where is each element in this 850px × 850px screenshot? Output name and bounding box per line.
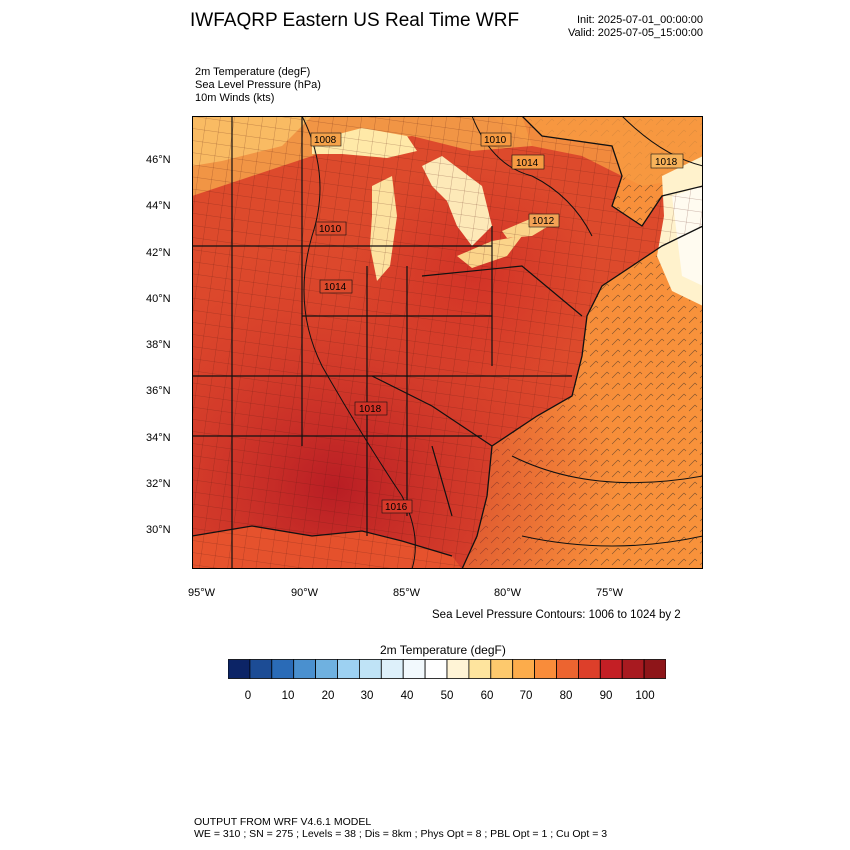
lon-label: 75°W bbox=[596, 587, 624, 599]
colorbar-label: 30 bbox=[360, 690, 374, 702]
colorbar-label: 0 bbox=[244, 690, 252, 702]
lon-label: 95°W bbox=[188, 587, 216, 599]
colorbar-label: 70 bbox=[519, 690, 533, 702]
colorbar-swatch bbox=[249, 659, 273, 679]
isobar-label: 1018 bbox=[655, 157, 678, 168]
lon-label: 80°W bbox=[494, 587, 522, 599]
lat-label: 36°N bbox=[146, 385, 171, 397]
colorbar-label: 100 bbox=[635, 690, 655, 702]
isobar-label: 1016 bbox=[385, 502, 408, 513]
colorbar bbox=[228, 659, 666, 679]
colorbar-swatch bbox=[380, 659, 404, 679]
isobar-label: 1008 bbox=[314, 135, 337, 146]
lat-label: 46°N bbox=[146, 154, 171, 166]
colorbar-swatch bbox=[512, 659, 536, 679]
plot-title: IWFAQRP Eastern US Real Time WRF bbox=[190, 10, 520, 31]
colorbar-label: 20 bbox=[321, 690, 335, 702]
contour-note: Sea Level Pressure Contours: 1006 to 102… bbox=[432, 609, 681, 621]
colorbar-label: 80 bbox=[559, 690, 573, 702]
isobar-label: 1010 bbox=[319, 224, 342, 235]
field-pressure-label: Sea Level Pressure (hPa) bbox=[195, 79, 321, 91]
colorbar-swatch bbox=[402, 659, 426, 679]
colorbar-swatch bbox=[599, 659, 623, 679]
isobar-label: 1014 bbox=[324, 282, 347, 293]
colorbar-swatch bbox=[490, 659, 514, 679]
field-winds-label: 10m Winds (kts) bbox=[195, 92, 275, 104]
colorbar-swatch bbox=[315, 659, 338, 679]
field-temperature-label: 2m Temperature (degF) bbox=[195, 66, 311, 78]
colorbar-swatch bbox=[556, 659, 579, 679]
colorbar-swatch bbox=[643, 659, 666, 679]
colorbar-swatch bbox=[446, 659, 470, 679]
valid-time: Valid: 2025-07-05_15:00:00 bbox=[568, 27, 703, 39]
lat-label: 40°N bbox=[146, 293, 171, 305]
footer-config-line: WE = 310 ; SN = 275 ; Levels = 38 ; Dis … bbox=[194, 828, 608, 840]
isobar-label: 1012 bbox=[532, 216, 555, 227]
lon-label: 90°W bbox=[291, 587, 319, 599]
temperature-map: 1008 1010 1014 1018 1012 1010 1014 1018 … bbox=[192, 116, 703, 569]
lat-label: 38°N bbox=[146, 339, 171, 351]
colorbar-swatch bbox=[358, 659, 382, 679]
colorbar-title: 2m Temperature (degF) bbox=[380, 643, 506, 657]
lat-label: 44°N bbox=[146, 200, 171, 212]
colorbar-swatch bbox=[468, 659, 492, 679]
colorbar-swatch bbox=[534, 659, 557, 679]
colorbar-label: 10 bbox=[281, 690, 295, 702]
lat-label: 30°N bbox=[146, 524, 171, 536]
colorbar-swatch bbox=[577, 659, 601, 679]
colorbar-label: 50 bbox=[440, 690, 454, 702]
colorbar-label: 90 bbox=[599, 690, 613, 702]
colorbar-swatch bbox=[424, 659, 448, 679]
footer-model-line: OUTPUT FROM WRF V4.6.1 MODEL bbox=[194, 816, 372, 828]
init-time: Init: 2025-07-01_00:00:00 bbox=[577, 14, 703, 26]
colorbar-swatch bbox=[337, 659, 360, 679]
colorbar-swatch bbox=[293, 659, 316, 679]
lat-label: 32°N bbox=[146, 478, 171, 490]
isobar-label: 1018 bbox=[359, 404, 382, 415]
colorbar-swatch bbox=[621, 659, 645, 679]
colorbar-label: 40 bbox=[400, 690, 414, 702]
colorbar-swatch bbox=[271, 659, 295, 679]
lon-label: 85°W bbox=[393, 587, 421, 599]
colorbar-swatch bbox=[228, 659, 251, 679]
lat-label: 42°N bbox=[146, 247, 171, 259]
colorbar-label: 60 bbox=[480, 690, 494, 702]
isobar-label: 1014 bbox=[516, 158, 539, 169]
isobar-label: 1010 bbox=[484, 135, 507, 146]
lat-label: 34°N bbox=[146, 432, 171, 444]
